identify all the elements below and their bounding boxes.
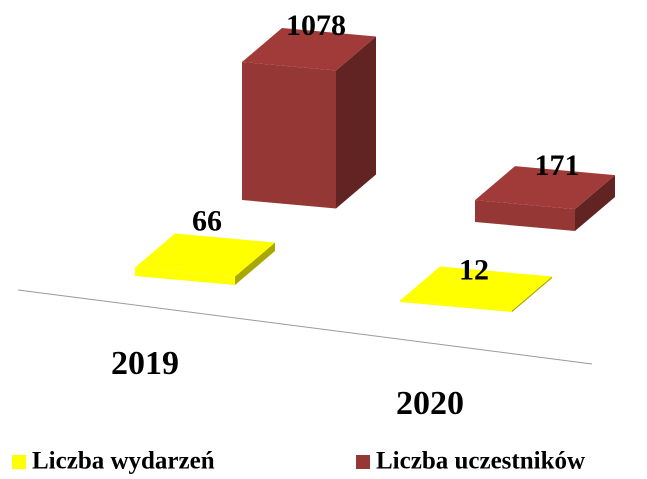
legend-swatch bbox=[12, 455, 26, 469]
bar-side bbox=[235, 242, 275, 285]
bar-side bbox=[575, 175, 615, 231]
value-label: 171 bbox=[535, 149, 580, 182]
x-tick-label: 2020 bbox=[396, 385, 464, 422]
bar-top bbox=[242, 28, 376, 71]
floor-line bbox=[17, 289, 593, 365]
legend-label: Liczba wydarzeń bbox=[32, 448, 215, 475]
legend-swatch bbox=[356, 455, 370, 469]
value-label: 12 bbox=[459, 253, 489, 286]
bar-front bbox=[400, 300, 512, 313]
bar-front bbox=[242, 62, 336, 209]
bar-top bbox=[135, 233, 275, 277]
bar-side bbox=[512, 276, 552, 313]
bar-front bbox=[475, 200, 575, 231]
bar-front bbox=[135, 267, 235, 285]
x-tick-label: 2019 bbox=[111, 345, 179, 382]
bar-top bbox=[475, 166, 615, 210]
value-label: 1078 bbox=[286, 9, 346, 42]
bar bbox=[135, 233, 275, 285]
bar bbox=[400, 266, 552, 313]
bar bbox=[242, 28, 376, 209]
bar bbox=[475, 166, 615, 231]
legend-label: Liczba uczestników bbox=[376, 448, 585, 475]
bar-side bbox=[336, 36, 376, 209]
value-label: 66 bbox=[192, 204, 222, 237]
bar-top bbox=[400, 266, 552, 311]
